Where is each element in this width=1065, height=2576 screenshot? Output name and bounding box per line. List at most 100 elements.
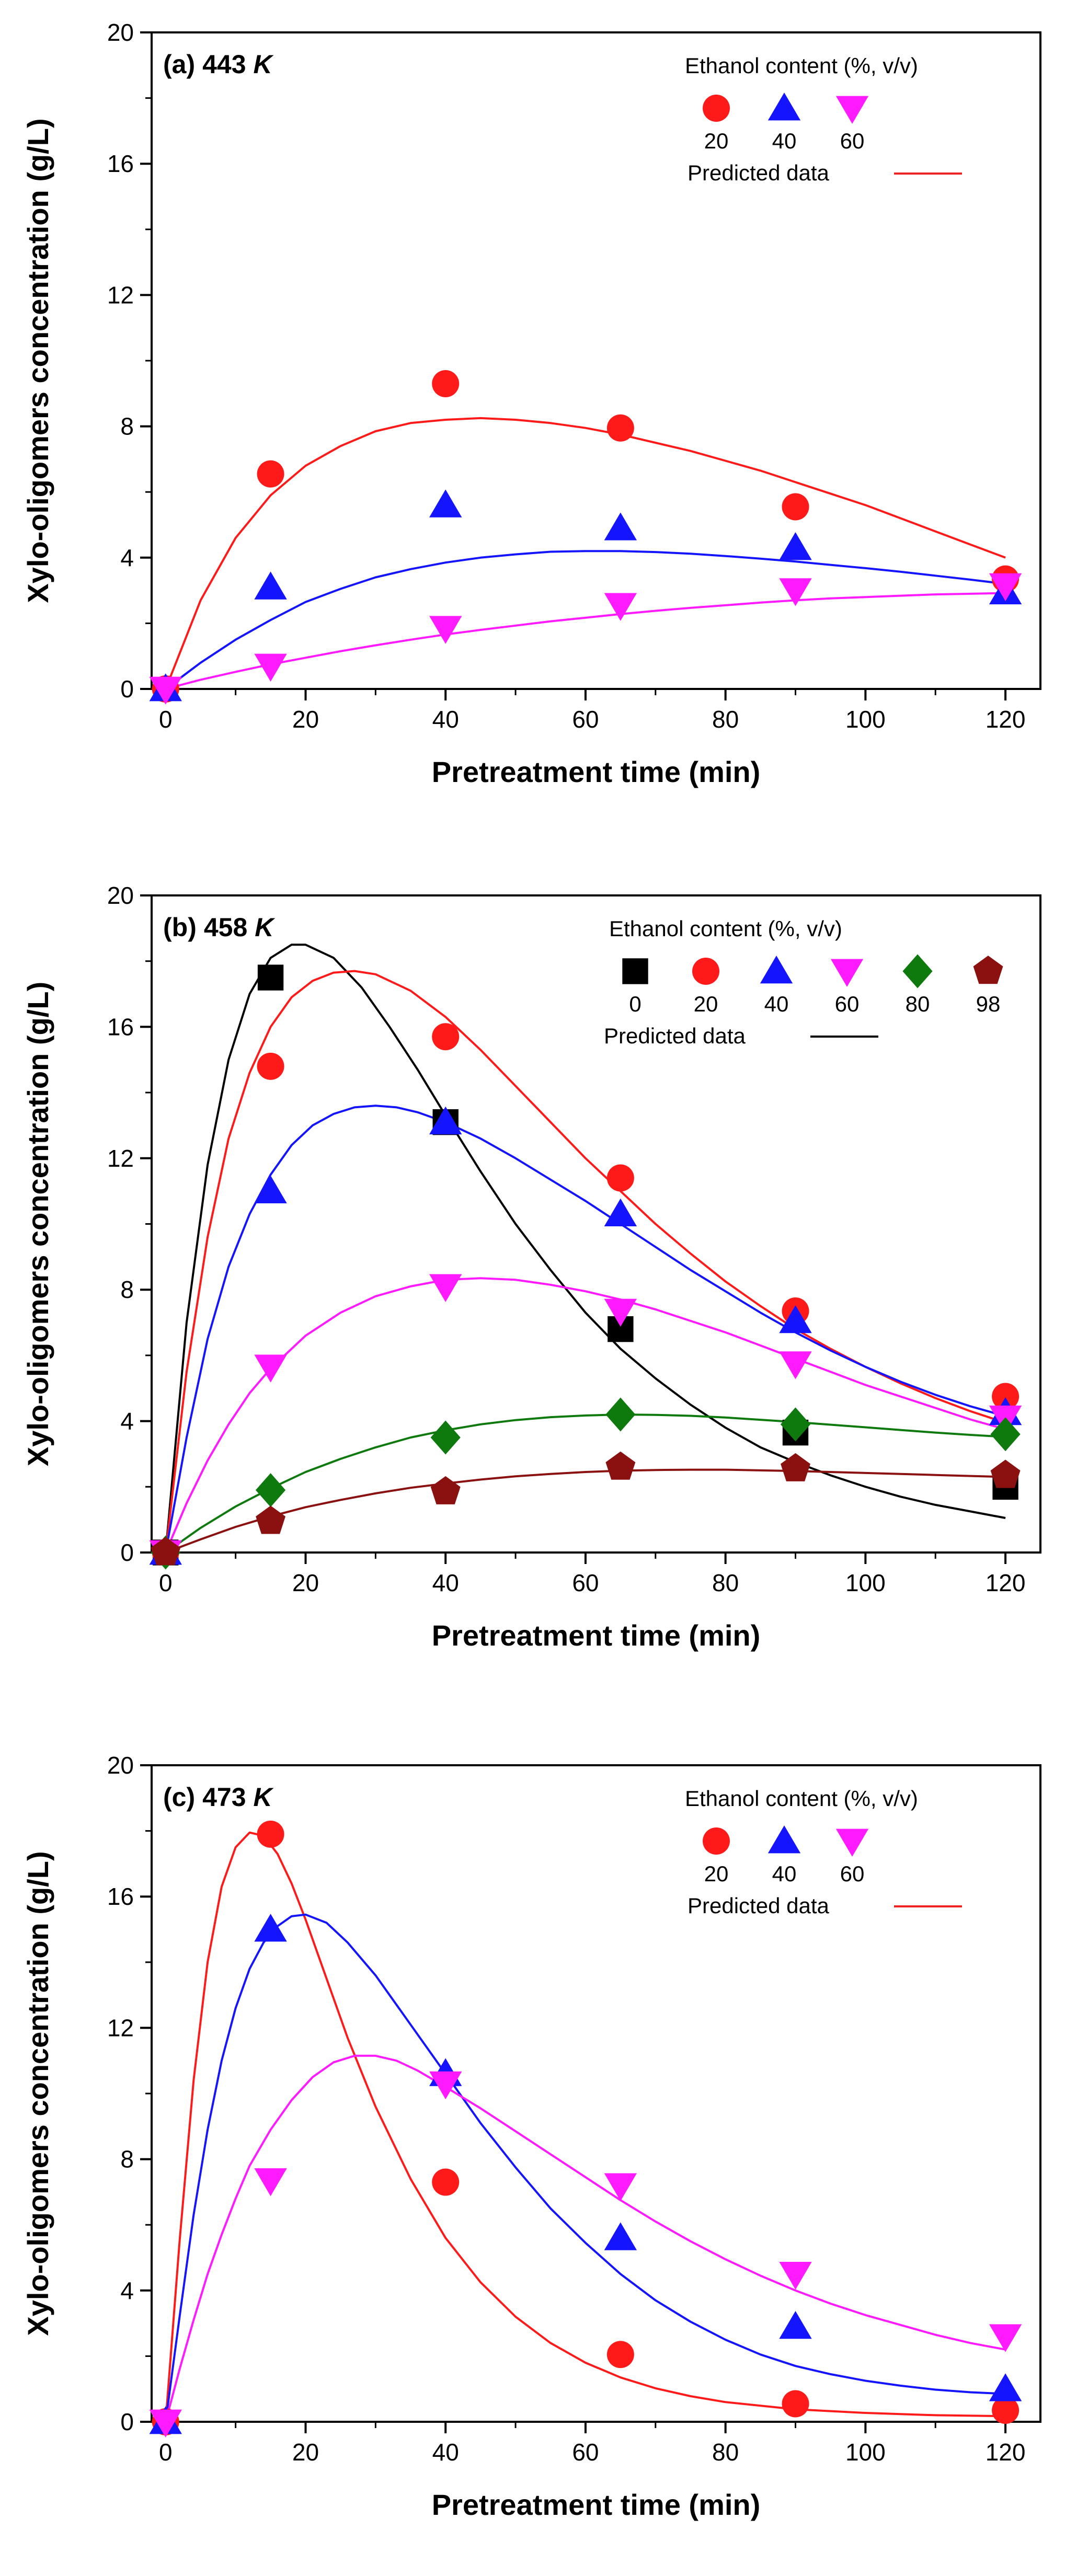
legend-marker-0 <box>622 958 648 984</box>
panel-temperature-unit: K <box>255 913 276 942</box>
x-tick-label: 20 <box>292 706 319 733</box>
point-series-80 <box>780 1407 811 1442</box>
x-axis-title: Pretreatment time (min) <box>432 1619 761 1652</box>
point-series-60 <box>604 593 637 621</box>
point-series-98 <box>781 1453 810 1481</box>
legend: Ethanol content (%, v/v) 0 20 40 60 80 98 Predi… <box>604 916 1003 1048</box>
legend-marker-98 <box>973 956 1003 984</box>
point-series-20 <box>606 2341 634 2368</box>
y-tick-label: 12 <box>107 281 134 308</box>
curve-series-80 <box>165 1413 1006 1554</box>
curve-series-40 <box>165 550 1006 690</box>
point-series-60 <box>254 2168 287 2196</box>
y-tick-label: 20 <box>107 882 134 909</box>
point-series-40 <box>254 1175 287 1204</box>
x-tick-label: 0 <box>159 1569 173 1596</box>
x-tick-label: 40 <box>432 706 459 733</box>
legend-label-20: 20 <box>694 992 718 1016</box>
y-tick-label: 20 <box>107 1752 134 1779</box>
panel-temperature: 473 <box>202 1782 246 1812</box>
point-series-20 <box>992 1383 1020 1410</box>
point-series-98 <box>990 1459 1021 1488</box>
panel-letter: (a) <box>163 50 195 79</box>
y-tick-label: 16 <box>107 1013 134 1040</box>
point-series-20 <box>432 1023 460 1051</box>
x-tick-label: 80 <box>712 1569 739 1596</box>
point-series-20 <box>992 2397 1020 2424</box>
legend-marker-20 <box>692 958 719 985</box>
point-series-60 <box>779 578 812 606</box>
curve-series-20 <box>164 970 1006 1553</box>
x-tick-label: 120 <box>986 706 1026 733</box>
point-series-98 <box>430 1476 461 1504</box>
point-series-20 <box>606 1164 634 1192</box>
x-tick-label: 80 <box>712 706 739 733</box>
curve-series-98 <box>165 1468 1006 1554</box>
x-tick-label: 40 <box>432 1569 459 1596</box>
point-series-98 <box>151 1537 181 1566</box>
y-tick-label: 4 <box>120 2277 134 2304</box>
y-tick-label: 20 <box>107 19 134 46</box>
y-tick-label: 8 <box>120 413 134 440</box>
series-60 <box>149 573 1022 705</box>
point-series-0 <box>257 964 284 991</box>
series-40 <box>149 1914 1022 2434</box>
legend-predicted-label: Predicted data <box>604 1024 746 1048</box>
point-series-60 <box>429 1274 462 1302</box>
point-series-40 <box>779 1305 812 1333</box>
plot-frame <box>151 31 1041 690</box>
chart-panel-2: 0 20 40 60 80 100 120 0 4 8 12 16 20 Pretreatment tim… <box>21 1752 1041 2521</box>
legend-label-60: 60 <box>835 992 860 1016</box>
y-tick-label: 16 <box>107 150 134 177</box>
legend-marker-20 <box>703 1827 730 1855</box>
y-tick-label: 4 <box>120 544 134 571</box>
y-tick-label: 12 <box>107 1145 134 1172</box>
point-series-60 <box>429 2071 462 2100</box>
legend-marker-40 <box>760 956 793 984</box>
y-axis-title: Xylo-oligomers concentration (g/L) <box>21 118 54 603</box>
legend-predicted-label: Predicted data <box>688 1893 829 1918</box>
legend-label-40: 40 <box>772 1861 797 1886</box>
series-20 <box>152 1023 1020 1566</box>
x-tick-label: 40 <box>432 2439 459 2466</box>
legend-marker-40 <box>768 1825 801 1854</box>
legend-label-40: 40 <box>764 992 789 1016</box>
curve-series-20 <box>164 417 1006 689</box>
x-tick-label: 60 <box>572 1569 599 1596</box>
point-series-20 <box>782 2390 809 2418</box>
panel-temperature: 443 <box>202 50 246 79</box>
point-series-98 <box>256 1505 285 1534</box>
point-series-60 <box>254 1354 287 1383</box>
panel-temperature: 458 <box>204 913 247 942</box>
y-axis-title: Xylo-oligomers concentration (g/L) <box>21 1851 54 2336</box>
point-series-40 <box>604 2222 637 2250</box>
point-series-60 <box>779 1351 812 1379</box>
series-98 <box>151 1451 1021 1566</box>
point-series-40 <box>254 571 287 600</box>
point-series-60 <box>429 616 462 644</box>
legend-label-60: 60 <box>840 1861 865 1886</box>
chart-panel-0: 0 20 40 60 80 100 120 0 4 8 12 16 20 Pretreatment tim… <box>21 19 1041 788</box>
legend-label-20: 20 <box>704 129 729 153</box>
curve-series-60 <box>164 2054 1006 2422</box>
series-0 <box>153 964 1018 1566</box>
panel-letter: (c) <box>163 1782 195 1812</box>
legend-marker-60 <box>835 1828 869 1857</box>
legend-label-0: 0 <box>629 992 641 1016</box>
point-series-40 <box>989 2373 1022 2401</box>
point-series-60 <box>149 2409 182 2437</box>
point-series-20 <box>606 414 634 442</box>
point-series-60 <box>989 573 1022 602</box>
x-tick-label: 120 <box>986 1569 1026 1596</box>
point-series-20 <box>782 493 809 521</box>
point-series-60 <box>149 676 182 705</box>
y-tick-label: 16 <box>107 1883 134 1910</box>
legend-label-20: 20 <box>704 1861 729 1886</box>
series-60 <box>149 2071 1022 2437</box>
y-tick-label: 0 <box>120 675 134 703</box>
x-tick-label: 100 <box>845 706 886 733</box>
x-tick-label: 60 <box>572 706 599 733</box>
y-tick-label: 4 <box>120 1408 134 1435</box>
x-tick-label: 20 <box>292 1569 319 1596</box>
